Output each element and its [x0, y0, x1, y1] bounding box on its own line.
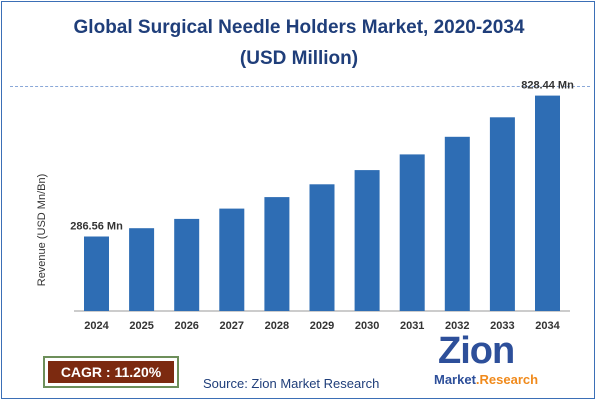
- x-tick-label: 2032: [445, 320, 469, 332]
- cagr-text: CAGR : 11.20%: [48, 361, 174, 383]
- logo-sub-research: .Research: [475, 372, 539, 387]
- bar-2028: [264, 197, 290, 311]
- source-text: Source: Zion Market Research: [203, 376, 380, 391]
- chart-title: Global Surgical Needle Holders Market, 2…: [73, 17, 525, 38]
- logo-main-text: Zion: [438, 330, 515, 372]
- bar-2032: [444, 136, 470, 311]
- bar-2031: [399, 154, 425, 311]
- chart-subtitle: (USD Million): [239, 48, 359, 69]
- x-tick-label: 2030: [355, 320, 379, 332]
- bar-2026: [174, 218, 200, 311]
- title-divider: [10, 86, 590, 87]
- bar-chart: 2024 2025 2026 2027 2028 2029 2030 2031 2032 2033…: [70, 80, 574, 332]
- logo-sub-market: Market: [434, 372, 476, 387]
- bar-2024: [84, 236, 109, 311]
- x-tick-label: 2033: [490, 320, 514, 332]
- logo-sub-text: Market.Research: [434, 372, 538, 387]
- x-tick-label: 2025: [129, 320, 153, 332]
- bar-2030: [354, 170, 380, 311]
- x-tick-label: 2028: [265, 320, 289, 332]
- x-tick-label: 2026: [174, 320, 198, 332]
- bar-2034: [535, 95, 560, 311]
- zion-logo: Zion Market.Research: [434, 330, 554, 394]
- bar-2025: [129, 228, 155, 311]
- x-tick-label: 2034: [535, 320, 560, 332]
- bar-2029: [309, 184, 335, 311]
- x-tick-label: 2029: [310, 320, 334, 332]
- x-tick-label: 2024: [84, 320, 109, 332]
- bar-2033: [489, 117, 515, 311]
- bar-2027: [219, 208, 245, 311]
- data-label: 286.56 Mn: [70, 221, 123, 233]
- data-label: 828.44 Mn: [521, 80, 574, 92]
- cagr-badge: CAGR : 11.20%: [43, 356, 179, 388]
- x-tick-label: 2031: [400, 320, 424, 332]
- x-tick-label: 2027: [220, 320, 244, 332]
